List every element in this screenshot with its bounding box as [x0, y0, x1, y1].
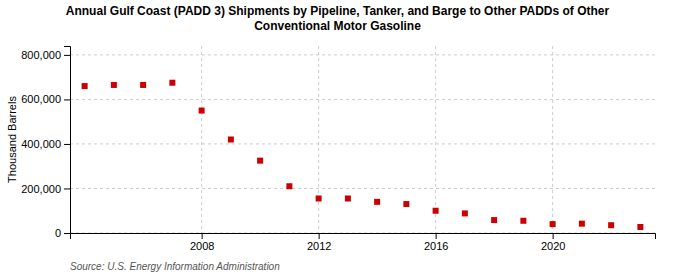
point: [228, 137, 234, 143]
tick-mark: [436, 233, 437, 239]
point: [462, 210, 468, 216]
grid-line: [70, 99, 655, 100]
axis-line: [64, 47, 71, 234]
point: [111, 82, 117, 88]
tick-label: 2012: [307, 240, 331, 252]
points: [82, 80, 644, 230]
chart: 2008 2012 2016 2020 0 200,000 400,000 600,000 80…: [0, 0, 675, 275]
tick-label: 2020: [541, 240, 565, 252]
tick: 400,000: [21, 138, 70, 150]
point: [140, 82, 146, 88]
point: [345, 195, 351, 201]
point: [199, 108, 205, 114]
tick-mark: [202, 233, 203, 239]
tick: 200,000: [21, 182, 70, 194]
point: [286, 183, 292, 189]
tick-mark: [553, 233, 554, 239]
annotation: Source: U.S. Energy Information Administ…: [70, 261, 280, 272]
grid-line: [70, 143, 655, 144]
tick: 2008: [190, 233, 214, 252]
tick-label: 200,000: [21, 182, 61, 194]
grid-line: [318, 46, 319, 233]
tick: 600,000: [21, 93, 70, 105]
point: [403, 201, 409, 207]
tick-mark: [64, 99, 70, 100]
tick-label: 400,000: [21, 138, 61, 150]
y-axis-title: Thousand Barrels: [6, 96, 18, 183]
grid-line: [552, 46, 553, 233]
x-axis: 2008 2012 2016 2020: [71, 233, 656, 252]
point: [520, 218, 526, 224]
tick-mark: [64, 55, 70, 56]
tick-mark: [64, 233, 70, 234]
point: [316, 195, 322, 201]
axis-line: [71, 234, 656, 240]
title: Annual Gulf Coast (PADD 3) Shipments by …: [66, 4, 610, 33]
tick-mark: [64, 144, 70, 145]
tick-mark: [319, 233, 320, 239]
point: [433, 208, 439, 214]
tick: 2012: [307, 233, 331, 252]
grid: [70, 46, 655, 233]
point: [491, 217, 497, 223]
point: [82, 83, 88, 89]
point: [579, 221, 585, 227]
grid-line: [70, 188, 655, 189]
y-axis: 0 200,000 400,000 600,000 800,000: [21, 47, 70, 240]
tick-mark: [64, 188, 70, 189]
point: [608, 222, 614, 228]
tick-label: 2016: [424, 240, 448, 252]
point: [257, 158, 263, 164]
point: [550, 221, 556, 227]
tick: 0: [55, 227, 70, 239]
plot: 2008 2012 2016 2020 0 200,000 400,000 600,000 80…: [21, 46, 655, 252]
grid-line: [70, 54, 655, 55]
grid-line: [435, 46, 436, 233]
tick: 800,000: [21, 49, 70, 61]
point: [169, 80, 175, 86]
tick-label: 2008: [190, 240, 214, 252]
tick-label: 600,000: [21, 93, 61, 105]
point: [637, 224, 643, 230]
tick-label: 800,000: [21, 49, 61, 61]
tick: 2020: [541, 233, 565, 252]
tick-label: 0: [55, 227, 61, 239]
grid-line: [201, 46, 202, 233]
point: [374, 199, 380, 205]
tick: 2016: [424, 233, 448, 252]
